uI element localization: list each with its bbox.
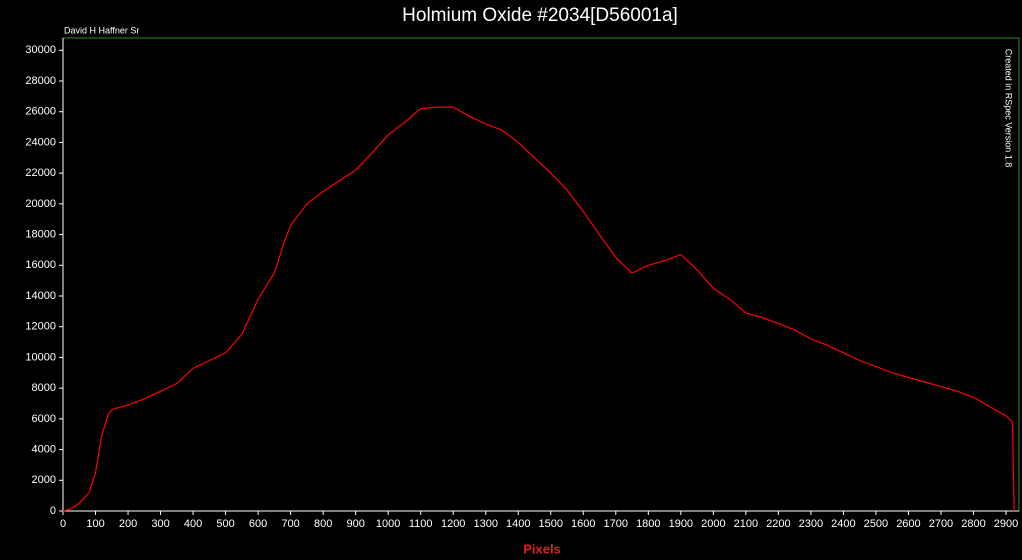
y-tick-label: 14000 — [25, 290, 56, 302]
x-tick-label: 1500 — [539, 518, 563, 530]
note: Created in RSpec Version 1.8 — [1004, 49, 1014, 168]
y-tick-label: 0 — [50, 505, 56, 517]
y-tick-label: 4000 — [32, 443, 56, 455]
x-tick-label: 2100 — [734, 518, 758, 530]
y-tick-label: 20000 — [25, 198, 56, 210]
x-axis-label: Pixels — [523, 541, 561, 556]
x-tick-label: 200 — [119, 518, 137, 530]
x-tick-label: 2600 — [896, 518, 920, 530]
y-tick-label: 12000 — [25, 321, 56, 333]
x-tick-label: 2300 — [799, 518, 823, 530]
x-tick-label: 1600 — [571, 518, 595, 530]
x-tick-label: 700 — [281, 518, 299, 530]
x-tick-label: 2900 — [994, 518, 1018, 530]
x-tick-label: 2500 — [864, 518, 888, 530]
y-tick-label: 26000 — [25, 106, 56, 118]
x-tick-label: 800 — [314, 518, 332, 530]
x-tick-label: 1400 — [506, 518, 530, 530]
x-tick-label: 600 — [249, 518, 267, 530]
x-tick-label: 1200 — [441, 518, 465, 530]
x-tick-label: 900 — [346, 518, 364, 530]
x-tick-label: 1700 — [604, 518, 628, 530]
x-tick-label: 2200 — [766, 518, 790, 530]
x-tick-label: 400 — [184, 518, 202, 530]
plot-border — [62, 37, 1020, 512]
x-tick-label: 1800 — [636, 518, 660, 530]
y-tick-label: 28000 — [25, 75, 56, 87]
x-tick-label: 100 — [86, 518, 104, 530]
y-tick-label: 2000 — [32, 474, 56, 486]
y-tick-label: 10000 — [25, 351, 56, 363]
x-tick-label: 2700 — [929, 518, 953, 530]
author: David H Haffner Sr — [64, 25, 139, 35]
x-tick-label: 1100 — [409, 518, 433, 530]
x-tick-label: 1900 — [669, 518, 693, 530]
x-tick-label: 300 — [151, 518, 169, 530]
x-tick-label: 1000 — [376, 518, 400, 530]
x-tick-label: 500 — [216, 518, 234, 530]
y-tick-label: 16000 — [25, 259, 56, 271]
y-tick-label: 24000 — [25, 136, 56, 148]
chart-title: Holmium Oxide #2034[D56001a] — [402, 5, 678, 26]
y-tick-label: 6000 — [32, 413, 56, 425]
x-tick-label: 0 — [60, 518, 66, 530]
spectrum-line — [62, 106, 1015, 512]
x-tick-label: 2400 — [831, 518, 855, 530]
y-tick-label: 22000 — [25, 167, 56, 179]
y-tick-label: 8000 — [32, 382, 56, 394]
x-tick-label: 1300 — [473, 518, 497, 530]
x-tick-label: 2000 — [701, 518, 725, 530]
x-tick-label: 2800 — [961, 518, 985, 530]
y-tick-label: 30000 — [25, 44, 56, 56]
y-tick-label: 18000 — [25, 228, 56, 240]
